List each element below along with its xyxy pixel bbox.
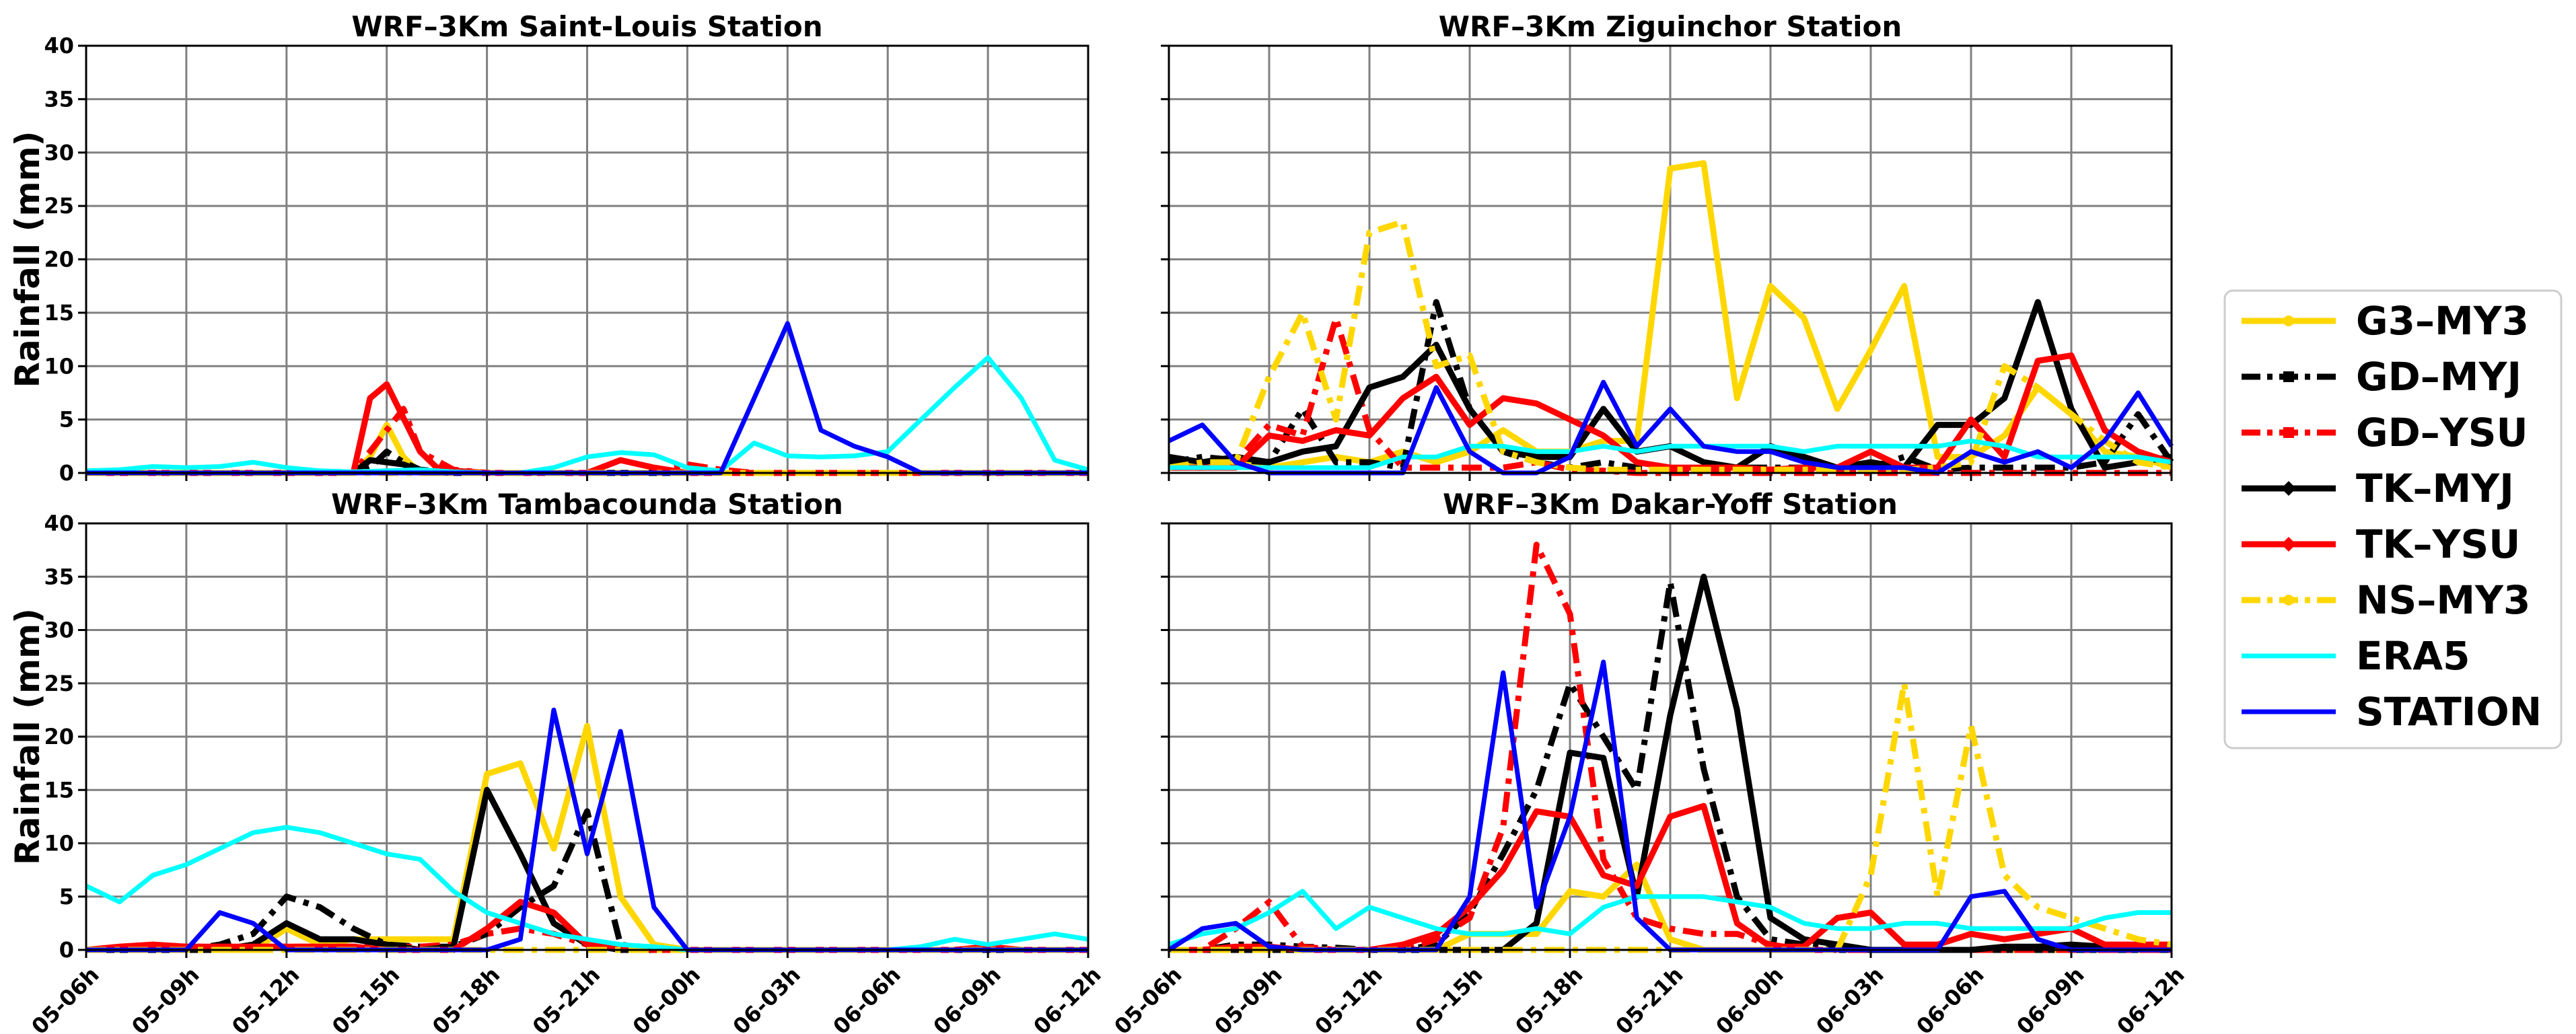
y-tick-label: 25 bbox=[44, 671, 74, 696]
legend-label: ERA5 bbox=[2356, 633, 2470, 679]
panel-title: WRF–3Km Ziguinchor Station bbox=[1439, 10, 1902, 43]
legend-item: GD–MYJ bbox=[2242, 354, 2521, 400]
panel-title: WRF–3Km Dakar-Yoff Station bbox=[1443, 488, 1898, 521]
legend-marker bbox=[2283, 371, 2294, 382]
y-tick-label: 30 bbox=[44, 140, 74, 165]
legend-item: G3–MY3 bbox=[2242, 298, 2529, 344]
y-tick-label: 40 bbox=[44, 33, 74, 59]
chart-panel-2: WRF–3Km Ziguinchor Station bbox=[1161, 10, 2174, 481]
y-tick-label: 10 bbox=[44, 353, 74, 379]
legend-marker bbox=[2281, 481, 2296, 496]
legend-label: GD–MYJ bbox=[2356, 354, 2521, 400]
series-line-tk-ysu bbox=[1169, 352, 2173, 473]
y-tick-label: 5 bbox=[59, 407, 74, 433]
series-line-gd-myj bbox=[86, 808, 1088, 953]
legend-box bbox=[2223, 289, 2563, 749]
legend-marker bbox=[2283, 595, 2294, 605]
y-tick-label: 30 bbox=[44, 618, 74, 643]
legend-item: ERA5 bbox=[2242, 633, 2470, 679]
y-tick-label: 15 bbox=[44, 300, 74, 326]
legend-item: GD–YSU bbox=[2242, 410, 2528, 455]
y-tick-label: 0 bbox=[59, 460, 74, 486]
legend-label: STATION bbox=[2356, 689, 2542, 735]
y-tick-label: 15 bbox=[44, 777, 74, 803]
legend-item: TK–YSU bbox=[2242, 521, 2520, 567]
panel-title: WRF–3Km Saint-Louis Station bbox=[351, 10, 822, 43]
legend-item: STATION bbox=[2242, 689, 2542, 735]
legend-label: TK–MYJ bbox=[2356, 466, 2514, 511]
legend-label: G3–MY3 bbox=[2356, 298, 2529, 344]
y-tick-label: 5 bbox=[59, 884, 74, 910]
series-line-era5 bbox=[1168, 889, 2172, 947]
series-line-era5 bbox=[1169, 438, 2172, 470]
legend-label: NS–MY3 bbox=[2356, 577, 2530, 623]
legend-item: NS–MY3 bbox=[2242, 577, 2530, 623]
legend-marker bbox=[2283, 316, 2294, 326]
legend-label: GD–YSU bbox=[2356, 410, 2528, 455]
y-tick-label: 20 bbox=[44, 247, 74, 272]
y-axis-label: Rainfall (mm) bbox=[8, 608, 47, 865]
series-line-ns-my3 bbox=[1168, 219, 2172, 473]
legend-marker bbox=[2283, 427, 2294, 438]
y-tick-label: 35 bbox=[44, 86, 74, 112]
y-tick-label: 10 bbox=[44, 831, 74, 856]
chart-panel-1: WRF–3Km Saint-Louis Station 0 5 10 15 20 25 30 3… bbox=[8, 10, 1089, 486]
y-tick-label: 40 bbox=[44, 511, 74, 536]
y-axis-label: Rainfall (mm) bbox=[8, 131, 47, 387]
y-tick-label: 35 bbox=[44, 564, 74, 589]
y-tick-label: 0 bbox=[59, 937, 74, 963]
series-line-era5 bbox=[85, 355, 1089, 476]
y-tick-label: 25 bbox=[44, 193, 74, 219]
legend-label: TK–YSU bbox=[2356, 521, 2520, 567]
y-tick-label: 20 bbox=[44, 724, 74, 749]
legend-marker bbox=[2281, 537, 2296, 552]
legend-item: TK–MYJ bbox=[2242, 466, 2514, 511]
series-line-era5 bbox=[85, 825, 1089, 953]
panel-title: WRF–3Km Tambacounda Station bbox=[331, 488, 843, 521]
